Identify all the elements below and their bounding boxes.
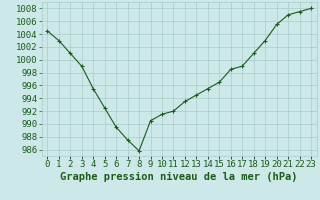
X-axis label: Graphe pression niveau de la mer (hPa): Graphe pression niveau de la mer (hPa) xyxy=(60,172,298,182)
